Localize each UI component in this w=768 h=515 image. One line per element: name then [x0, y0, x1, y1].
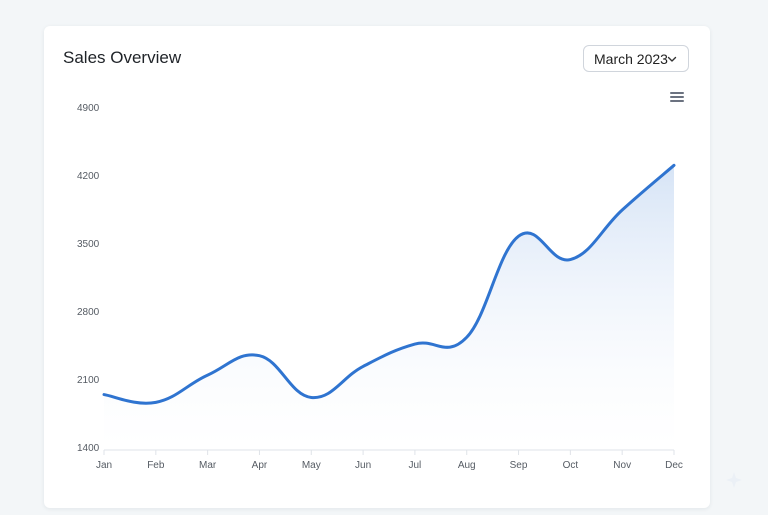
sparkle-icon [726, 472, 742, 488]
x-tick-label: Jul [409, 460, 422, 471]
y-tick-label: 2100 [77, 375, 100, 386]
y-tick-label: 2800 [77, 307, 100, 318]
hamburger-menu-icon[interactable] [670, 92, 684, 104]
y-axis: 1400 2100 2800 3500 4200 4900 [77, 103, 100, 454]
y-tick-label: 4900 [77, 103, 100, 114]
y-tick-label: 3500 [77, 239, 100, 250]
x-tick-label: Oct [563, 460, 579, 471]
y-tick-label: 1400 [77, 443, 100, 454]
month-select-value: March 2023 [594, 50, 668, 67]
series-area [104, 165, 674, 449]
x-tick-label: Apr [252, 460, 268, 471]
x-tick-label: Mar [199, 460, 217, 471]
x-tick-label: Nov [613, 460, 631, 471]
x-tick-label: May [302, 460, 321, 471]
sales-area-chart: 1400 2100 2800 3500 4200 4900 Jan Feb Mar Apr May… [77, 103, 683, 471]
x-tick-label: Jan [96, 460, 112, 471]
series-line [102, 163, 676, 405]
x-tick-label: Jun [355, 460, 371, 471]
x-tick-label: Sep [510, 460, 528, 471]
y-tick-label: 4200 [77, 171, 100, 182]
card-title: Sales Overview [63, 48, 182, 67]
x-tick-label: Dec [665, 460, 683, 471]
sales-overview-card: Sales Overview March 2023 1400 2100 2800 35… [44, 26, 710, 508]
x-tick-label: Feb [147, 460, 165, 471]
chevron-down-icon [667, 56, 677, 62]
month-select[interactable]: March 2023 [583, 45, 689, 72]
x-tick-label: Aug [458, 460, 476, 471]
x-axis: Jan Feb Mar Apr May Jun Jul Aug Sep Oct Nov Dec [96, 449, 683, 471]
